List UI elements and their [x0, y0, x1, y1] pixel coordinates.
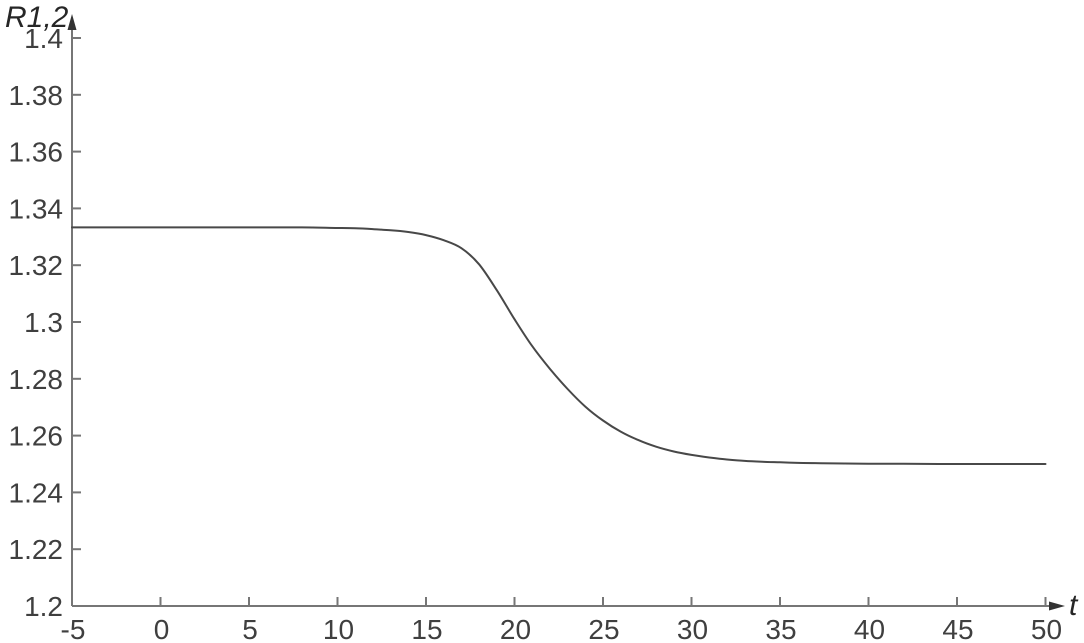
series-layer: [71, 226, 1047, 465]
x-tick-label: 50: [1031, 614, 1062, 643]
x-tick-label: 20: [500, 614, 531, 643]
y-tick-label: 1.32: [9, 250, 64, 281]
y-tick-label: 1.3: [24, 307, 63, 338]
y-tick-label: 1.4: [24, 23, 63, 54]
x-tick-label: 30: [677, 614, 708, 643]
x-tick-label: 10: [323, 614, 354, 643]
y-tick-label: 1.34: [9, 193, 64, 224]
x-tick-label: -5: [61, 614, 86, 643]
x-tick-label: 5: [242, 614, 258, 643]
y-axis-arrowhead: [67, 14, 77, 30]
y-tick-label: 1.26: [9, 421, 64, 452]
y-tick-label: 1.22: [9, 534, 64, 565]
x-axis-arrowhead: [1049, 601, 1065, 611]
x-tick-label: 45: [942, 614, 973, 643]
tick-label-layer: 1.2 1.22 1.24 1.26 1.28 1.3 1.32 1.34 1.36 1.38 1.…: [9, 23, 1063, 643]
x-tick-label: 35: [765, 614, 796, 643]
x-tick-label: 15: [411, 614, 442, 643]
x-tick-label: 40: [854, 614, 885, 643]
y-tick-label: 1.28: [9, 364, 64, 395]
x-tick-label: 0: [154, 614, 170, 643]
y-tick-label: 1.38: [9, 80, 64, 111]
y-tick-label: 1.2: [24, 591, 63, 622]
series-line-r12: [71, 226, 1047, 465]
y-tick-label: 1.24: [9, 477, 64, 508]
x-axis-label: t: [1069, 589, 1078, 622]
axes-layer: [67, 14, 1065, 611]
x-tick-label: 25: [588, 614, 619, 643]
y-tick-label: 1.36: [9, 137, 64, 168]
y-axis-label: R1,2: [5, 1, 69, 34]
tick-layer: [71, 37, 1047, 607]
